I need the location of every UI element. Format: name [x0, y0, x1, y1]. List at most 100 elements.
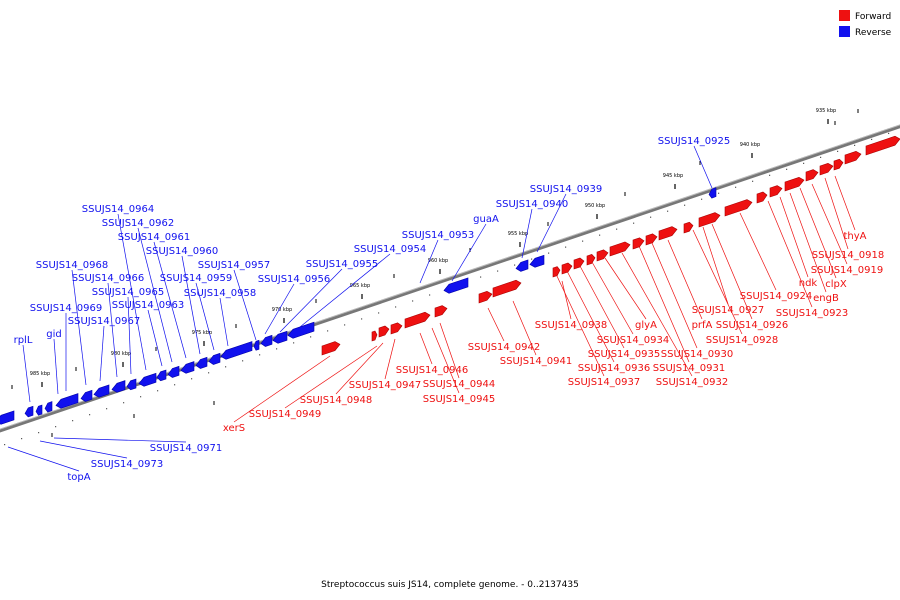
gene-label-ssujs14-0927[interactable]: SSUJS14_0927 — [692, 305, 765, 316]
gene-label-ssujs14-0942[interactable]: SSUJS14_0942 — [468, 342, 541, 353]
forward-26-gene-block[interactable] — [371, 330, 378, 342]
forward-2-gene-block[interactable] — [833, 158, 844, 171]
gene-label-ssujs14-0918[interactable]: SSUJS14_0918 — [812, 250, 885, 261]
reverse-17-gene-block[interactable] — [93, 384, 110, 398]
gene-label-glya[interactable]: glyA — [635, 320, 657, 331]
gene-label-ndk[interactable]: ndk — [799, 278, 818, 289]
reverse-11-gene-block[interactable] — [180, 361, 195, 374]
gene-label-ssujs14-0919[interactable]: SSUJS14_0919 — [811, 265, 884, 276]
gene-label-ssujs14-0948[interactable]: SSUJS14_0948 — [300, 395, 373, 406]
gene-label-clpx[interactable]: clpX — [825, 279, 847, 290]
forward-23-gene-block[interactable] — [404, 311, 431, 329]
reverse-15-gene-block[interactable] — [126, 378, 137, 391]
gene-label-ssujs14-0932[interactable]: SSUJS14_0932 — [656, 377, 729, 388]
gene-label-ssujs14-0962[interactable]: SSUJS14_0962 — [102, 218, 175, 229]
reverse-10-gene-block[interactable] — [195, 356, 208, 369]
forward-4-gene-block[interactable] — [805, 169, 819, 182]
forward-24-gene-block[interactable] — [390, 322, 403, 335]
gene-label-ssujs14-0958[interactable]: SSUJS14_0958 — [184, 288, 257, 299]
forward-11-gene-block[interactable] — [658, 226, 678, 241]
gene-label-ssujs14-0956[interactable]: SSUJS14_0956 — [258, 274, 331, 285]
reverse-16-gene-block[interactable] — [111, 380, 126, 393]
gene-label-ssujs14-0947[interactable]: SSUJS14_0947 — [349, 380, 422, 391]
forward-9-gene-block[interactable] — [698, 212, 721, 228]
gene-label-ssujs14-0941[interactable]: SSUJS14_0941 — [500, 356, 573, 367]
gene-label-ssujs14-0944[interactable]: SSUJS14_0944 — [423, 379, 496, 390]
forward-19-gene-block[interactable] — [552, 266, 561, 278]
forward-25-gene-block[interactable] — [378, 325, 390, 338]
reverse-20-gene-block[interactable] — [44, 401, 53, 413]
gene-label-ssujs14-0937[interactable]: SSUJS14_0937 — [568, 377, 641, 388]
forward-10-gene-block[interactable] — [683, 221, 694, 234]
reverse-12-gene-block[interactable] — [167, 365, 180, 378]
gene-label-ssujs14-0971[interactable]: SSUJS14_0971 — [150, 443, 223, 454]
reverse-4-gene-block[interactable] — [287, 321, 315, 339]
gene-label-ssujs14-0931[interactable]: SSUJS14_0931 — [653, 363, 726, 374]
gene-label-ssujs14-0963[interactable]: SSUJS14_0963 — [112, 300, 185, 311]
reverse-21-gene-block[interactable] — [35, 404, 43, 416]
gene-label-ssujs14-0939[interactable]: SSUJS14_0939 — [530, 184, 603, 195]
reverse-3-gene-block[interactable] — [443, 277, 469, 294]
reverse-2-gene-block[interactable] — [515, 259, 529, 272]
gene-label-ssujs14-0934[interactable]: SSUJS14_0934 — [597, 335, 670, 346]
gene-label-ssujs14-0973[interactable]: SSUJS14_0973 — [91, 459, 164, 470]
reverse-22-gene-block[interactable] — [24, 405, 34, 418]
forward-3-gene-block[interactable] — [819, 162, 834, 176]
reverse-9-gene-block[interactable] — [208, 352, 221, 365]
forward-27-gene-block[interactable] — [321, 341, 341, 356]
gene-label-ssujs14-0928[interactable]: SSUJS14_0928 — [706, 335, 779, 346]
gene-label-rpll[interactable]: rplL — [14, 335, 33, 346]
forward-15-gene-block[interactable] — [596, 249, 609, 262]
reverse-0-gene-block[interactable] — [708, 187, 717, 199]
gene-label-topa[interactable]: topA — [67, 472, 90, 483]
gene-label-ssujs14-0945[interactable]: SSUJS14_0945 — [423, 394, 496, 405]
forward-18-gene-block[interactable] — [561, 262, 573, 275]
gene-label-ssujs14-0965[interactable]: SSUJS14_0965 — [92, 287, 165, 298]
gene-label-thya[interactable]: thyA — [843, 231, 866, 242]
gene-label-ssujs14-0938[interactable]: SSUJS14_0938 — [535, 320, 608, 331]
reverse-7-gene-block[interactable] — [253, 339, 260, 351]
forward-12-gene-block[interactable] — [645, 233, 658, 246]
forward-20-gene-block[interactable] — [492, 279, 522, 298]
forward-7-gene-block[interactable] — [756, 191, 768, 204]
forward-1-gene-block[interactable] — [844, 150, 862, 165]
reverse-5-gene-block[interactable] — [272, 330, 288, 344]
forward-22-gene-block[interactable] — [434, 305, 448, 318]
gene-label-ssujs14-0954[interactable]: SSUJS14_0954 — [354, 244, 427, 255]
gene-label-gid[interactable]: gid — [46, 329, 61, 340]
gene-label-ssujs14-0968[interactable]: SSUJS14_0968 — [36, 260, 109, 271]
reverse-23-gene-block[interactable] — [0, 410, 15, 425]
gene-label-ssujs14-0925[interactable]: SSUJS14_0925 — [658, 136, 731, 147]
gene-label-ssujs14-0935[interactable]: SSUJS14_0935 — [588, 349, 661, 360]
gene-label-ssujs14-0926[interactable]: SSUJS14_0926 — [716, 320, 789, 331]
gene-label-ssujs14-0923[interactable]: SSUJS14_0923 — [776, 308, 849, 319]
gene-label-ssujs14-0967[interactable]: SSUJS14_0967 — [68, 316, 141, 327]
gene-label-ssujs14-0946[interactable]: SSUJS14_0946 — [396, 365, 469, 376]
gene-label-ssujs14-0959[interactable]: SSUJS14_0959 — [160, 273, 233, 284]
gene-label-ssujs14-0940[interactable]: SSUJS14_0940 — [496, 199, 569, 210]
forward-8-gene-block[interactable] — [724, 199, 753, 217]
forward-0-gene-block[interactable] — [865, 135, 900, 156]
forward-21-gene-block[interactable] — [478, 290, 493, 304]
forward-6-gene-block[interactable] — [769, 185, 783, 198]
gene-label-ssujs14-0924[interactable]: SSUJS14_0924 — [740, 291, 813, 302]
gene-label-ssujs14-0960[interactable]: SSUJS14_0960 — [146, 246, 219, 257]
reverse-18-gene-block[interactable] — [80, 389, 93, 402]
gene-label-ssujs14-0953[interactable]: SSUJS14_0953 — [402, 230, 475, 241]
forward-16-gene-block[interactable] — [586, 254, 596, 266]
forward-5-gene-block[interactable] — [784, 176, 805, 192]
reverse-14-gene-block[interactable] — [138, 372, 157, 387]
gene-label-prfa[interactable]: prfA — [692, 320, 713, 331]
reverse-19-gene-block[interactable] — [55, 393, 79, 409]
gene-label-ssujs14-0957[interactable]: SSUJS14_0957 — [198, 260, 271, 271]
gene-label-guaa[interactable]: guaA — [473, 214, 499, 225]
gene-label-ssujs14-0964[interactable]: SSUJS14_0964 — [82, 204, 155, 215]
forward-14-gene-block[interactable] — [609, 241, 631, 257]
gene-label-engb[interactable]: engB — [813, 293, 839, 304]
gene-label-ssujs14-0969[interactable]: SSUJS14_0969 — [30, 303, 103, 314]
gene-label-ssujs14-0966[interactable]: SSUJS14_0966 — [72, 273, 145, 284]
reverse-8-gene-block[interactable] — [220, 341, 253, 360]
reverse-13-gene-block[interactable] — [156, 369, 167, 382]
reverse-1-gene-block[interactable] — [529, 254, 545, 268]
gene-label-ssujs14-0955[interactable]: SSUJS14_0955 — [306, 259, 379, 270]
